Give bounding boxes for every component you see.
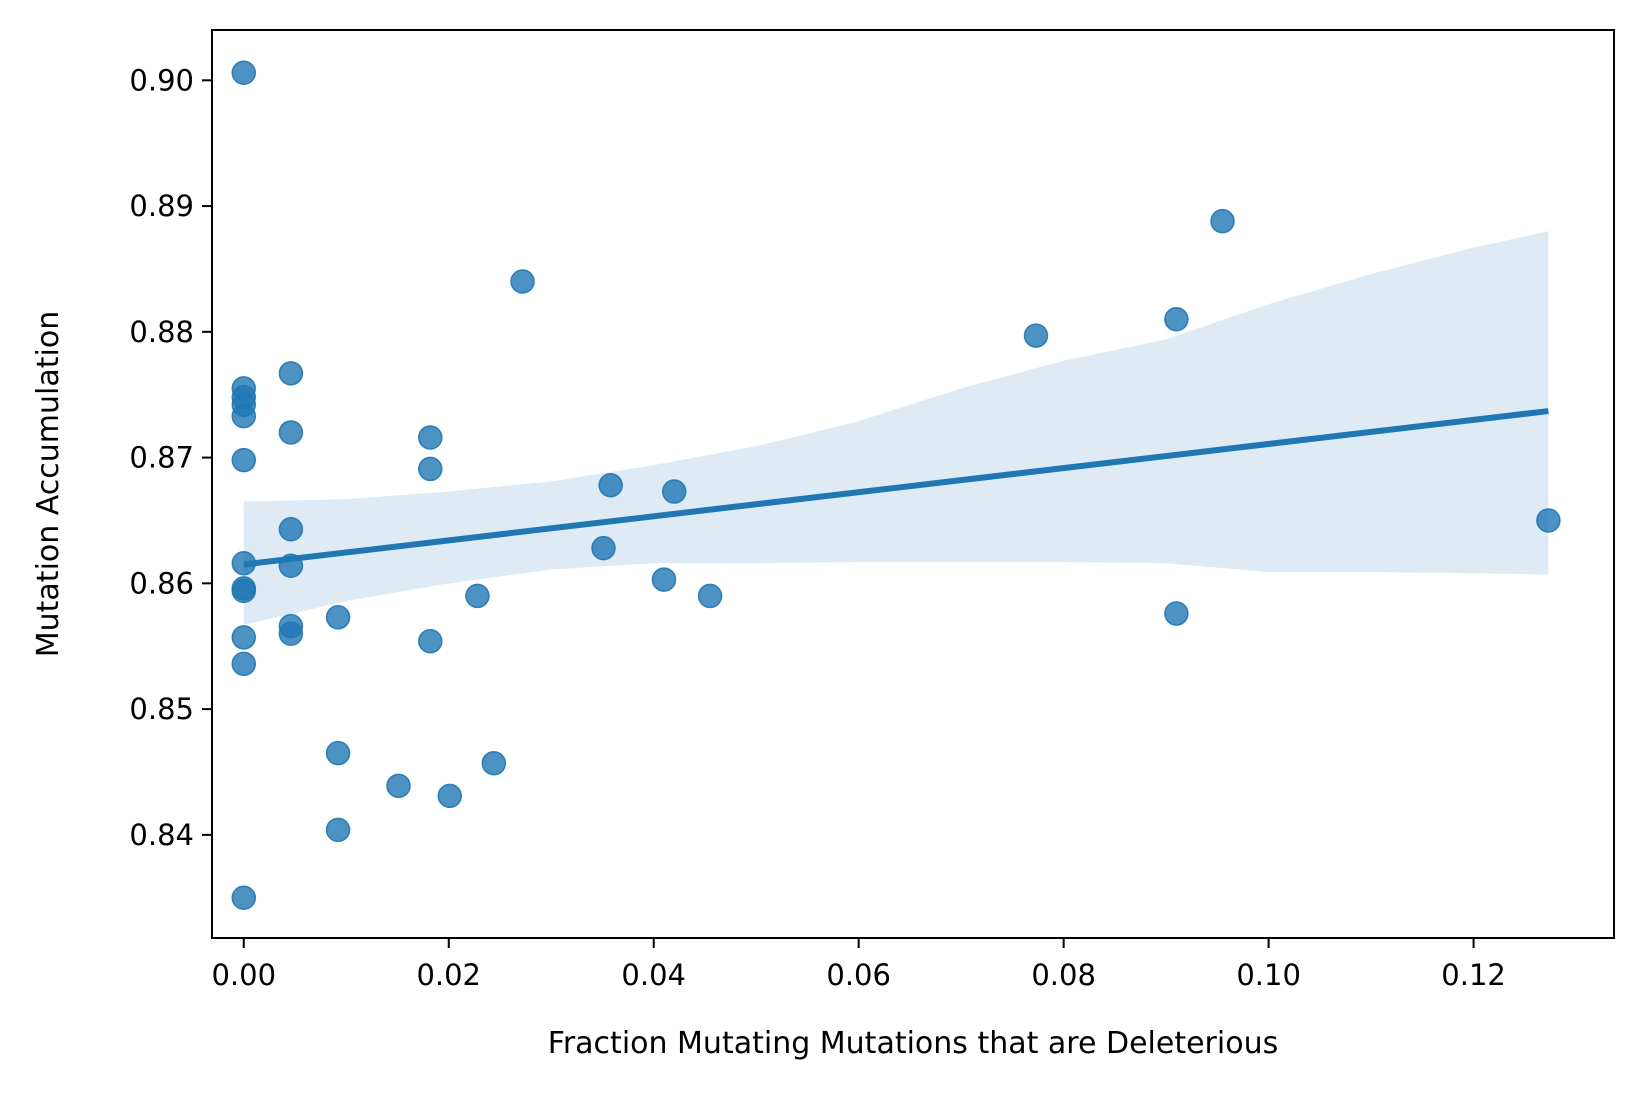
x-axis-ticks: 0.00 0.02 0.04 0.06 0.08 0.10 0.12 <box>211 938 1506 992</box>
data-point <box>278 361 304 386</box>
y-tick-label: 0.89 <box>129 189 194 223</box>
data-point <box>510 269 535 294</box>
y-tick-label: 0.87 <box>129 441 194 475</box>
data-point <box>278 621 304 646</box>
plot-frame <box>211 29 1615 939</box>
x-tick-label: 0.10 <box>1236 958 1301 992</box>
y-axis-ticks: 0.84 0.85 0.86 0.87 0.88 0.89 0.90 <box>129 63 212 852</box>
confidence-band-layer <box>243 231 1549 625</box>
data-point <box>325 740 351 766</box>
data-point <box>278 517 304 542</box>
data-point <box>591 535 616 561</box>
data-point <box>651 567 677 592</box>
data-point <box>481 750 507 776</box>
data-point <box>1536 508 1561 533</box>
x-axis-label: Fraction Mutating Mutations that are Del… <box>548 1026 1278 1061</box>
confidence-band <box>243 231 1549 625</box>
y-tick-label: 0.84 <box>129 818 194 852</box>
data-points-layer <box>231 60 1561 911</box>
data-point <box>386 773 411 799</box>
data-point <box>231 403 257 429</box>
data-point <box>231 625 257 650</box>
regression-line-layer <box>243 408 1549 568</box>
x-tick-label: 0.00 <box>211 958 276 992</box>
data-point <box>231 651 257 677</box>
data-point <box>231 885 257 911</box>
data-point <box>231 60 257 86</box>
data-point <box>231 447 257 473</box>
data-point <box>1164 601 1189 626</box>
data-point <box>418 425 443 450</box>
x-tick-label: 0.04 <box>621 958 686 992</box>
data-point <box>661 479 687 504</box>
x-tick-label: 0.12 <box>1441 958 1506 992</box>
data-point <box>325 605 351 630</box>
y-tick-label: 0.85 <box>129 692 194 726</box>
regression-line <box>243 408 1549 568</box>
y-tick-label: 0.90 <box>129 63 194 97</box>
x-tick-label: 0.02 <box>416 958 481 992</box>
x-tick-label: 0.06 <box>826 958 891 992</box>
data-point <box>437 783 463 809</box>
data-point <box>231 550 257 576</box>
data-point <box>418 456 443 482</box>
data-point <box>325 817 351 843</box>
data-point <box>278 420 304 445</box>
data-point <box>231 578 257 604</box>
data-point <box>697 583 723 609</box>
data-point <box>1210 208 1235 234</box>
data-point <box>278 553 304 578</box>
y-tick-label: 0.88 <box>129 315 194 349</box>
data-point <box>418 628 443 654</box>
y-axis-label: Mutation Accumulation <box>31 311 66 657</box>
data-point <box>465 583 490 609</box>
data-point <box>1023 323 1049 348</box>
x-tick-label: 0.08 <box>1031 958 1096 992</box>
y-tick-label: 0.86 <box>129 566 194 600</box>
data-point <box>1164 307 1189 332</box>
data-point <box>598 473 623 498</box>
